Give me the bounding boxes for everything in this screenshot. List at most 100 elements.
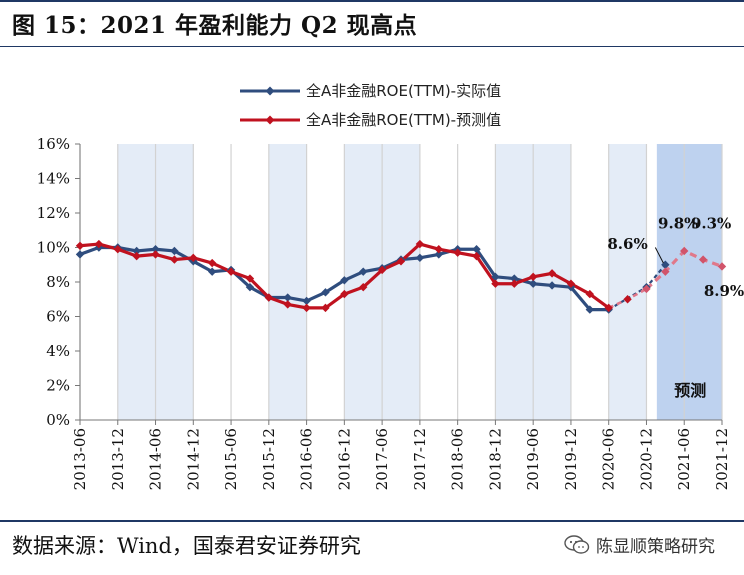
actual-point (661, 260, 670, 269)
forecast-point (547, 269, 557, 278)
forecast-point (396, 257, 406, 266)
actual-point (359, 267, 368, 276)
forecast-point (717, 262, 727, 271)
annotation-leader (654, 247, 664, 264)
forecast-point (377, 265, 387, 275)
actual-point (283, 293, 292, 302)
forecast-point (113, 245, 122, 254)
x-tick-label: 2013-12 (109, 428, 127, 490)
y-tick-label: 0% (46, 411, 70, 429)
forecast-point (680, 246, 689, 256)
watermark-text: 陈显顺策略研究 (596, 537, 715, 557)
x-tick-label: 2021-12 (713, 428, 731, 490)
forecast-point (491, 279, 500, 288)
actual-point (415, 253, 425, 263)
page-title: 图 15：2021 年盈利能力 Q2 现高点 (12, 12, 418, 39)
actual-point (340, 276, 349, 285)
x-tick-label: 2014-06 (147, 428, 165, 490)
y-tick-label: 8% (46, 273, 70, 291)
actual-point (302, 296, 311, 306)
annotation-8-6: 8.6% (607, 235, 647, 253)
x-tick-label: 2019-12 (562, 428, 580, 490)
forecast-band (656, 144, 722, 420)
data-source: 数据来源：Wind，国泰君安证券研究 (12, 534, 361, 558)
roe-line-chart: 0% 2% 4% 6% 8% 10% 12% 14% 16% 2013-06 2013-12 2014… (37, 82, 744, 490)
forecast-label: 预测 (674, 381, 706, 400)
forecast-point (151, 250, 160, 259)
legend-entry-0: 全A非金融ROE(TTM)-实际值 (306, 82, 501, 100)
forecast-point (302, 303, 311, 313)
forecast-point (415, 239, 425, 249)
actual-point (207, 267, 217, 276)
actual-point (321, 288, 330, 297)
forecast-point (623, 295, 632, 304)
shade-band (268, 144, 307, 420)
forecast-point (698, 255, 708, 264)
x-tick-label: 2016-12 (335, 428, 353, 490)
forecast-point (189, 253, 198, 263)
watermark: 陈显顺策略研究 (564, 532, 715, 557)
actual-point (434, 250, 443, 259)
forecast-point (75, 241, 85, 250)
y-tick-label: 14% (37, 170, 70, 188)
actual-point (585, 305, 595, 314)
forecast-point (434, 245, 443, 254)
forecast-point (340, 289, 349, 299)
forecast-point (453, 248, 462, 257)
x-tick-label: 2013-06 (71, 428, 89, 490)
title-rule (0, 46, 744, 47)
x-tick-label: 2018-12 (486, 428, 504, 490)
actual-point (547, 281, 557, 290)
bottom-rule (0, 520, 744, 522)
x-tick-label: 2014-12 (184, 428, 202, 490)
x-tick-label: 2018-06 (449, 428, 467, 490)
x-tick-label: 2021-06 (675, 428, 693, 490)
forecast-point (566, 279, 576, 288)
forecast-point (661, 267, 670, 276)
x-tick-label: 2017-12 (411, 428, 429, 490)
x-tick-label: 2017-06 (373, 428, 391, 490)
forecast-point (585, 289, 595, 299)
forecast-point (472, 251, 481, 261)
top-rule (0, 0, 744, 2)
y-tick-label: 16% (37, 135, 70, 153)
actual-point (510, 274, 519, 283)
series-markers (75, 86, 727, 314)
wechat-icon (564, 534, 590, 554)
actual-point (170, 246, 179, 256)
forecast-point (207, 258, 217, 268)
actual-point (528, 279, 538, 288)
forecast-point (170, 255, 179, 264)
forecast-point (528, 272, 538, 282)
forecast-point (226, 267, 236, 276)
forecast-point (604, 303, 613, 313)
shade-band (608, 144, 647, 420)
x-tick-label: 2015-06 (222, 428, 240, 490)
x-tick-label: 2020-12 (637, 428, 655, 490)
actual-point (491, 272, 500, 282)
actual-point (151, 245, 160, 254)
forecast-point (321, 303, 330, 313)
y-tick-label: 12% (37, 204, 70, 222)
x-tick-label: 2016-06 (298, 428, 316, 490)
forecast-point (359, 282, 368, 292)
x-tick-label: 2020-06 (600, 428, 618, 490)
background-bands (79, 144, 723, 420)
annotation-9-8: 9.8% (658, 215, 698, 233)
actual-point (472, 245, 481, 254)
forecast-point (132, 251, 141, 261)
x-tick-label: 2019-06 (524, 428, 542, 490)
x-tick-label: 2015-12 (260, 428, 278, 490)
forecast-point (94, 239, 104, 249)
forecast-point (510, 279, 519, 288)
actual-point (132, 246, 141, 256)
y-tick-label: 2% (46, 377, 70, 395)
forecast-point (642, 284, 651, 294)
y-tick-label: 6% (46, 308, 70, 326)
forecast-point (283, 300, 292, 309)
annotation-9-3: 9.3% (691, 215, 731, 233)
forecast-point (264, 293, 274, 302)
actual-point (245, 282, 255, 292)
y-tick-label: 4% (46, 342, 70, 360)
